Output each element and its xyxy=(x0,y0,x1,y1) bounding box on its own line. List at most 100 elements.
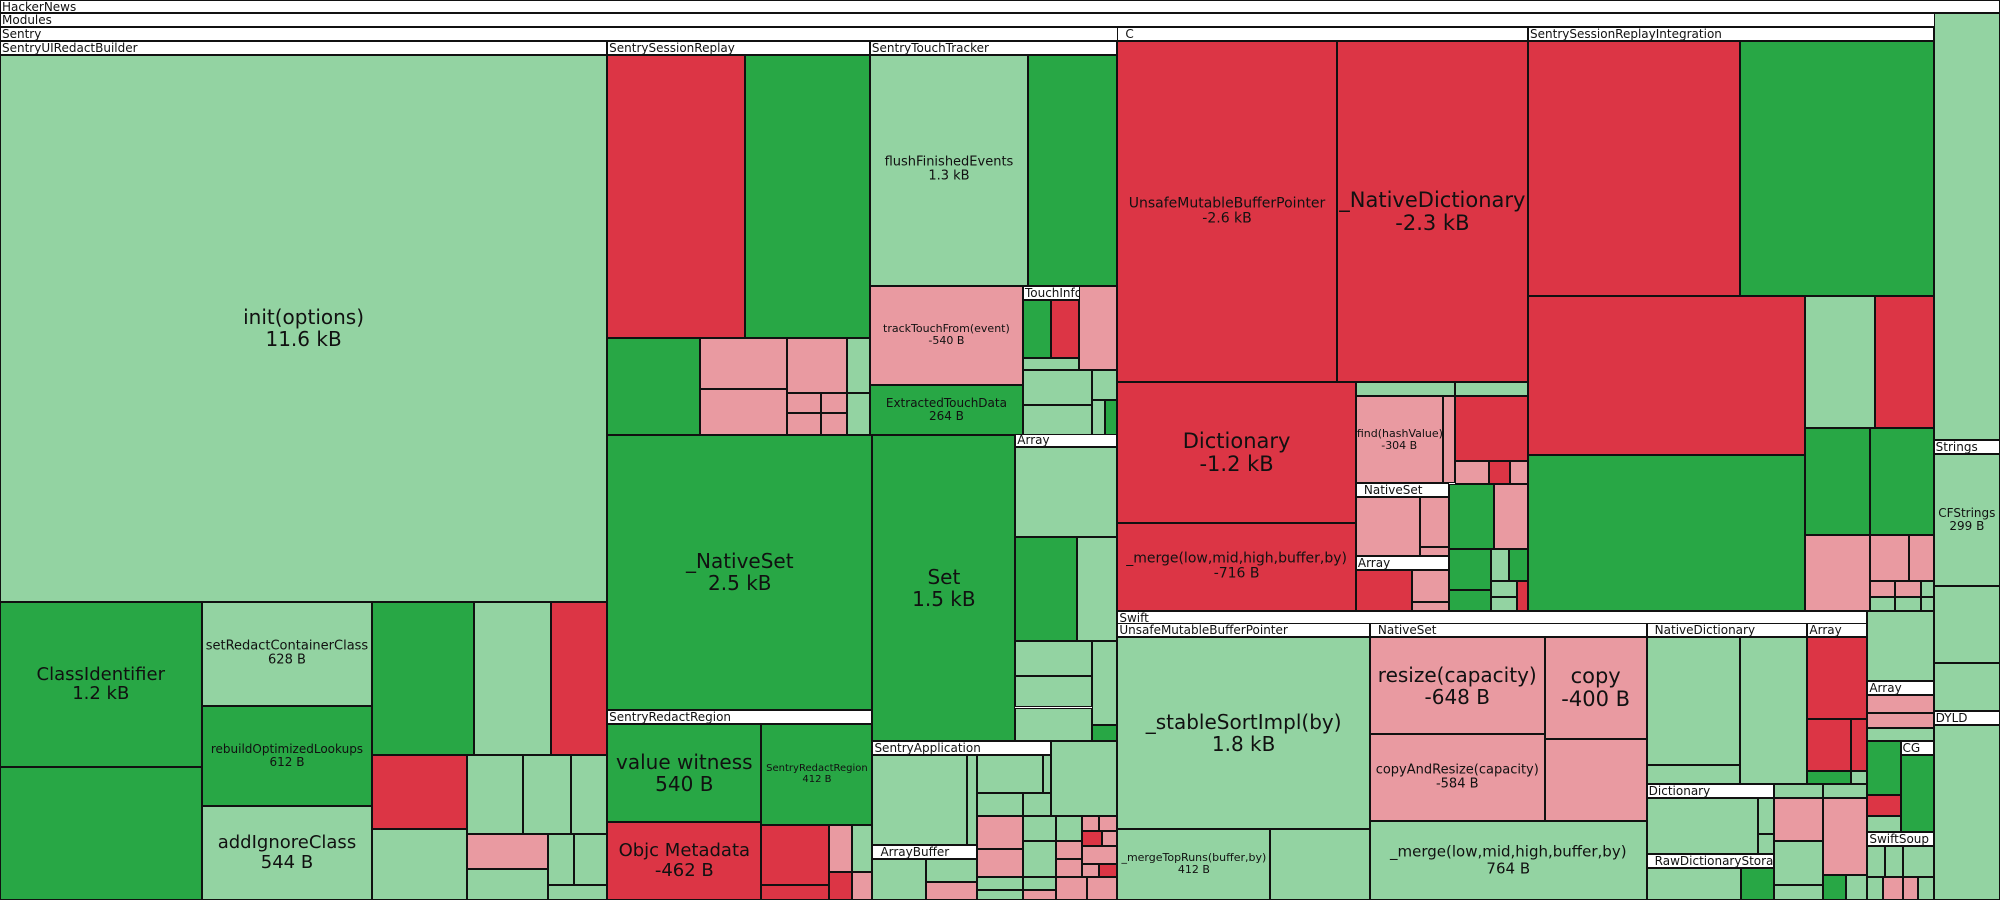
treemap-node[interactable] xyxy=(1270,828,1370,900)
treemap-node[interactable] xyxy=(1822,783,1868,798)
group-header-nativedictionary[interactable]: _NativeDictionary xyxy=(1646,623,1808,638)
treemap-node[interactable] xyxy=(852,871,873,900)
treemap-node[interactable] xyxy=(1822,798,1868,875)
treemap-node[interactable] xyxy=(1091,400,1105,435)
treemap-node-tracktouchfrom-event[interactable]: trackTouchFrom(event) -540 B xyxy=(869,285,1023,385)
treemap-node[interactable] xyxy=(1455,382,1529,397)
treemap-node[interactable] xyxy=(1493,484,1529,550)
treemap-node[interactable] xyxy=(1882,877,1904,900)
treemap-node[interactable] xyxy=(872,859,926,900)
treemap-node[interactable] xyxy=(1646,764,1740,784)
treemap-node-setredactcontainerclass[interactable]: setRedactContainerClass 628 B xyxy=(201,601,373,707)
treemap-node[interactable] xyxy=(466,754,523,834)
group-header-dictionary[interactable]: Dictionary xyxy=(1646,783,1775,798)
treemap-node[interactable] xyxy=(1867,740,1901,796)
treemap-node[interactable] xyxy=(1909,535,1934,582)
treemap-node[interactable] xyxy=(786,392,822,414)
treemap-node[interactable] xyxy=(1869,428,1934,536)
treemap-node[interactable] xyxy=(1091,725,1118,741)
treemap-node[interactable] xyxy=(1869,596,1896,611)
treemap-node[interactable] xyxy=(1091,369,1118,401)
treemap-node[interactable] xyxy=(1043,754,1051,793)
treemap-node[interactable] xyxy=(1918,877,1934,900)
treemap-node[interactable] xyxy=(474,601,551,755)
treemap-node[interactable] xyxy=(977,877,1023,890)
treemap-node[interactable] xyxy=(1022,405,1092,435)
path-header-hackernews[interactable]: HackerNews xyxy=(0,0,2000,13)
treemap-node[interactable] xyxy=(761,884,830,900)
treemap-node[interactable] xyxy=(1867,815,1901,833)
treemap-node[interactable] xyxy=(372,828,467,900)
treemap-node-dictionary[interactable]: Dictionary -1.2 kB xyxy=(1117,382,1356,523)
treemap-node[interactable] xyxy=(829,871,853,900)
treemap-node[interactable] xyxy=(1774,841,1823,885)
treemap-node[interactable] xyxy=(551,601,608,755)
treemap-node[interactable] xyxy=(1544,739,1647,821)
group-header-strings[interactable]: Strings xyxy=(1933,439,2000,454)
group-header-sentryredactregion[interactable]: SentryRedactRegion xyxy=(607,710,873,725)
treemap-node-merge-low-mid-high-buffer-by[interactable]: _merge(low,mid,high,buffer,by) -716 B xyxy=(1117,522,1356,611)
treemap-node[interactable] xyxy=(1528,455,1805,611)
treemap-node[interactable] xyxy=(1056,859,1082,878)
treemap-node[interactable] xyxy=(1491,581,1517,597)
treemap-node[interactable] xyxy=(977,754,1044,793)
treemap-node-init-options[interactable]: init(options) 11.6 kB xyxy=(0,54,608,602)
treemap-node[interactable] xyxy=(1102,831,1118,847)
treemap-node[interactable] xyxy=(1867,610,1934,681)
treemap-node[interactable] xyxy=(1646,637,1740,765)
group-header-swiftsoup[interactable]: SwiftSoup xyxy=(1867,832,1934,847)
treemap-node-extractedtouchdata[interactable]: ExtractedTouchData 264 B xyxy=(869,384,1023,435)
treemap-node[interactable] xyxy=(1015,447,1118,537)
treemap-node[interactable] xyxy=(1091,641,1118,726)
treemap-node[interactable] xyxy=(1442,396,1456,484)
treemap-node[interactable] xyxy=(1739,40,1934,296)
treemap-node[interactable] xyxy=(1850,771,1868,784)
treemap-node[interactable] xyxy=(1355,497,1420,556)
treemap-node[interactable] xyxy=(1079,285,1118,370)
treemap-node[interactable] xyxy=(1933,586,2000,663)
treemap-node[interactable] xyxy=(1419,497,1449,547)
treemap-node[interactable] xyxy=(1895,581,1921,597)
treemap-node[interactable] xyxy=(372,601,475,755)
treemap-node[interactable] xyxy=(1528,40,1740,296)
treemap-node[interactable] xyxy=(1807,637,1868,719)
treemap-node[interactable] xyxy=(1099,864,1118,878)
treemap-node[interactable] xyxy=(977,792,1023,816)
treemap-node[interactable] xyxy=(1022,815,1057,842)
treemap-node[interactable] xyxy=(607,337,701,435)
treemap-node[interactable] xyxy=(1867,877,1883,900)
group-header-nativeset-small[interactable]: _NativeSet xyxy=(1355,483,1449,498)
treemap-node-merge-low-mid-high-buffer-by[interactable]: _merge(low,mid,high,buffer,by) 764 B xyxy=(1369,820,1647,900)
group-header-unsafemutablebufferpointer[interactable]: UnsafeMutableBufferPointer xyxy=(1117,623,1370,638)
treemap-node[interactable] xyxy=(966,754,978,846)
treemap-node[interactable] xyxy=(786,413,822,435)
treemap-node[interactable] xyxy=(1774,798,1823,842)
treemap-node[interactable] xyxy=(1022,877,1057,890)
treemap-node[interactable] xyxy=(1056,841,1082,860)
treemap-node[interactable] xyxy=(548,884,608,900)
treemap-node-resize-capacity[interactable]: resize(capacity) -648 B xyxy=(1369,637,1545,735)
treemap-node[interactable] xyxy=(1903,846,1934,878)
group-header-sentrysessionreplayintegration[interactable]: SentrySessionReplayIntegration xyxy=(1528,26,1934,41)
treemap-node[interactable] xyxy=(372,754,467,829)
treemap-node[interactable] xyxy=(1900,754,1934,833)
treemap-node[interactable] xyxy=(1741,868,1775,900)
treemap-node[interactable] xyxy=(1056,877,1087,900)
treemap-node-unsafemutablebufferpointer[interactable]: UnsafeMutableBufferPointer -2.6 kB xyxy=(1117,40,1337,383)
treemap-node[interactable] xyxy=(466,833,549,870)
treemap-node[interactable] xyxy=(852,824,873,872)
treemap-node[interactable] xyxy=(1774,884,1823,900)
treemap-node[interactable] xyxy=(1516,581,1529,611)
treemap-node[interactable] xyxy=(1051,299,1080,359)
treemap-node[interactable] xyxy=(977,815,1023,849)
group-header-rawdictionarystorage[interactable]: _RawDictionaryStorage xyxy=(1646,854,1775,869)
treemap-node[interactable] xyxy=(1774,783,1823,798)
treemap-node[interactable] xyxy=(1081,831,1103,847)
group-header-nativeset[interactable]: _NativeSet xyxy=(1369,623,1647,638)
treemap-node[interactable] xyxy=(1804,295,1875,429)
treemap-node-flushfinishedevents[interactable]: flushFinishedEvents 1.3 kB xyxy=(869,54,1029,286)
group-header-cg[interactable]: CG xyxy=(1900,740,1934,755)
group-header-array-right[interactable]: Array xyxy=(1867,680,1934,695)
treemap-node[interactable] xyxy=(1757,798,1775,834)
treemap-node-stablesortimpl-by[interactable]: _stableSortImpl(by) 1.8 kB xyxy=(1117,637,1370,829)
